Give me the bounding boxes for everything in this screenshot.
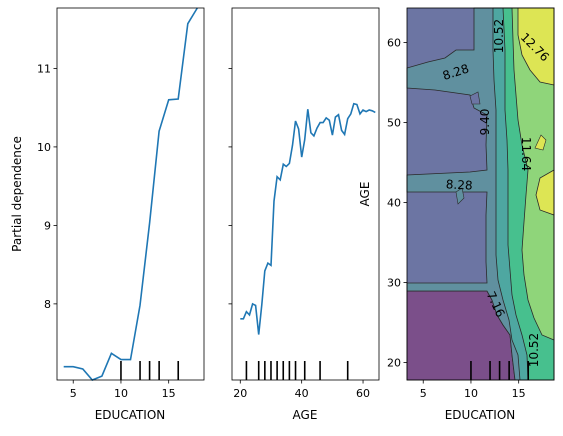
contour-label: 8.28 — [446, 177, 473, 192]
axes-layer: 20 40 60 — [228, 68, 370, 400]
plot-frame — [406, 7, 555, 381]
plot-area — [232, 8, 379, 380]
axes-layer: 5 10 15 8 9 10 11 — [37, 62, 176, 400]
x-tick-label: 10 — [464, 387, 478, 400]
axes-layer: 5 10 15 20 30 40 50 60 — [387, 36, 526, 400]
x-tick-label: 15 — [512, 387, 526, 400]
series-line — [240, 102, 376, 335]
series-layer — [240, 102, 376, 335]
x-tick-label: 5 — [70, 387, 77, 400]
decile-layer — [120, 361, 180, 380]
decile-layer — [470, 361, 530, 380]
x-tick-label: 15 — [162, 387, 176, 400]
x-tick-label: 60 — [356, 387, 370, 400]
y-tick-label: 30 — [387, 276, 401, 289]
y-tick-label: 8 — [44, 298, 51, 311]
plot-area — [57, 8, 204, 380]
y-tick-label: 20 — [387, 356, 401, 369]
y-tick-label: 11 — [37, 62, 51, 75]
y-axis-label: AGE — [358, 182, 372, 207]
x-axis-label: EDUCATION — [445, 408, 516, 422]
x-axis-label: AGE — [293, 408, 318, 422]
y-tick-label: 9 — [44, 219, 51, 232]
x-tick-label: 20 — [233, 387, 247, 400]
contour-label: 9.40 — [478, 109, 492, 136]
x-axis-label: EDUCATION — [95, 408, 166, 422]
contour-region-11.64 — [511, 7, 555, 341]
contour-label: 11.64 — [519, 137, 533, 171]
contour-region-inner-2 — [455, 187, 465, 205]
series-layer — [63, 7, 198, 381]
subplot-education: 5 10 15 8 9 10 11 EDUCATION Partial dependence — [10, 7, 205, 422]
series-line — [63, 7, 198, 381]
y-axis-label: Partial dependence — [10, 136, 24, 252]
contour-label: 10.52 — [527, 333, 541, 367]
contour-heatmap — [406, 7, 555, 381]
plot-frame — [56, 7, 205, 381]
x-tick-label: 5 — [420, 387, 427, 400]
y-tick-label: 40 — [387, 196, 401, 209]
y-tick-label: 50 — [387, 116, 401, 129]
x-tick-label: 40 — [295, 387, 309, 400]
y-tick-label: 60 — [387, 36, 401, 49]
contour-region-inner-3 — [469, 91, 481, 105]
contour-label: 10.52 — [492, 19, 506, 53]
subplot-age: 20 40 60 AGE — [228, 7, 380, 422]
y-tick-label: 10 — [37, 141, 51, 154]
x-tick-label: 10 — [114, 387, 128, 400]
subplot-education-age: 10.52 12.76 8.28 9.40 11.64 8.28 7.16 10… — [358, 7, 555, 422]
contour-region-inner-1 — [534, 134, 547, 151]
decile-layer — [245, 361, 349, 380]
plot-frame — [231, 7, 380, 381]
